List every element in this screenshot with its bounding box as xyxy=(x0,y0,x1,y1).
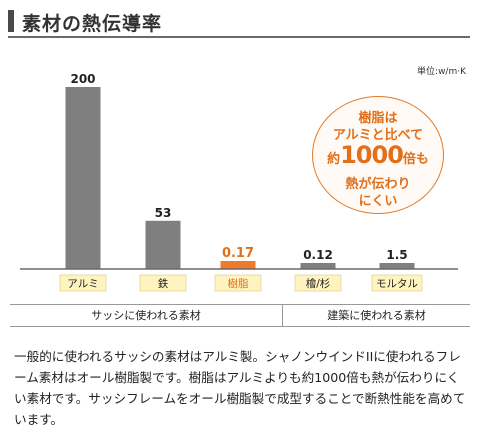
bar-value-label-1: 53 xyxy=(155,206,172,220)
callout-line-4: 熱が伝わり xyxy=(345,177,411,192)
bar-0 xyxy=(65,87,101,269)
sash-materials-group: サッシに使われる素材 xyxy=(10,305,283,326)
bar-value-label-0: 200 xyxy=(70,72,95,86)
category-label-4: モルタル xyxy=(376,278,418,290)
callout-suffix: 倍も xyxy=(402,152,429,167)
bar-1 xyxy=(145,220,181,269)
category-label-box-3 xyxy=(294,274,342,292)
callout-line-1: 樹脂は xyxy=(358,111,398,126)
callout-prefix: 約 xyxy=(327,152,341,167)
bar-value-label-3: 0.12 xyxy=(303,248,333,262)
callout-line-5: にくい xyxy=(358,194,398,209)
bar-4 xyxy=(379,263,415,269)
description-text: 一般的に使われるサッシの素材はアルミ製。シャノンウインドIIに使われるフレーム素… xyxy=(14,349,466,427)
bar-value-label-4: 1.5 xyxy=(386,248,407,262)
callout-line-3: 約1000倍も xyxy=(313,141,443,169)
bar-3 xyxy=(300,263,336,269)
category-label-box-4 xyxy=(371,274,423,292)
thermal-conductivity-chart: 200 アルミ 53 鉄 0.17 樹脂 0.12 檜/杉 1.5 モルタル xyxy=(20,72,458,292)
page-title: 素材の熱伝導率 xyxy=(22,13,163,35)
category-label-box-2 xyxy=(214,274,262,292)
category-label-3: 檜/杉 xyxy=(306,277,331,290)
title-accent-mark xyxy=(8,10,14,32)
building-materials-group: 建築に使われる素材 xyxy=(327,309,426,322)
category-label-2: 樹脂 xyxy=(228,277,249,290)
bar-value-label-2: 0.17 xyxy=(222,246,254,261)
material-group-table: サッシに使われる素材 建築に使われる素材 xyxy=(10,304,470,327)
category-label-1: 鉄 xyxy=(158,277,169,290)
category-label-0: アルミ xyxy=(67,278,98,290)
category-label-box-1 xyxy=(139,274,187,292)
comparison-callout: 樹脂は アルミと比べて 約1000倍も 熱が伝わり にくい xyxy=(312,96,444,214)
category-label-box-0 xyxy=(59,274,107,292)
unit-label: 単位:w/m·K xyxy=(417,67,466,77)
callout-line-2: アルミと比べて xyxy=(332,128,424,143)
title-bar: 素材の熱伝導率 xyxy=(8,6,470,38)
bar-2 xyxy=(220,261,256,269)
callout-number: 1000 xyxy=(340,141,404,169)
